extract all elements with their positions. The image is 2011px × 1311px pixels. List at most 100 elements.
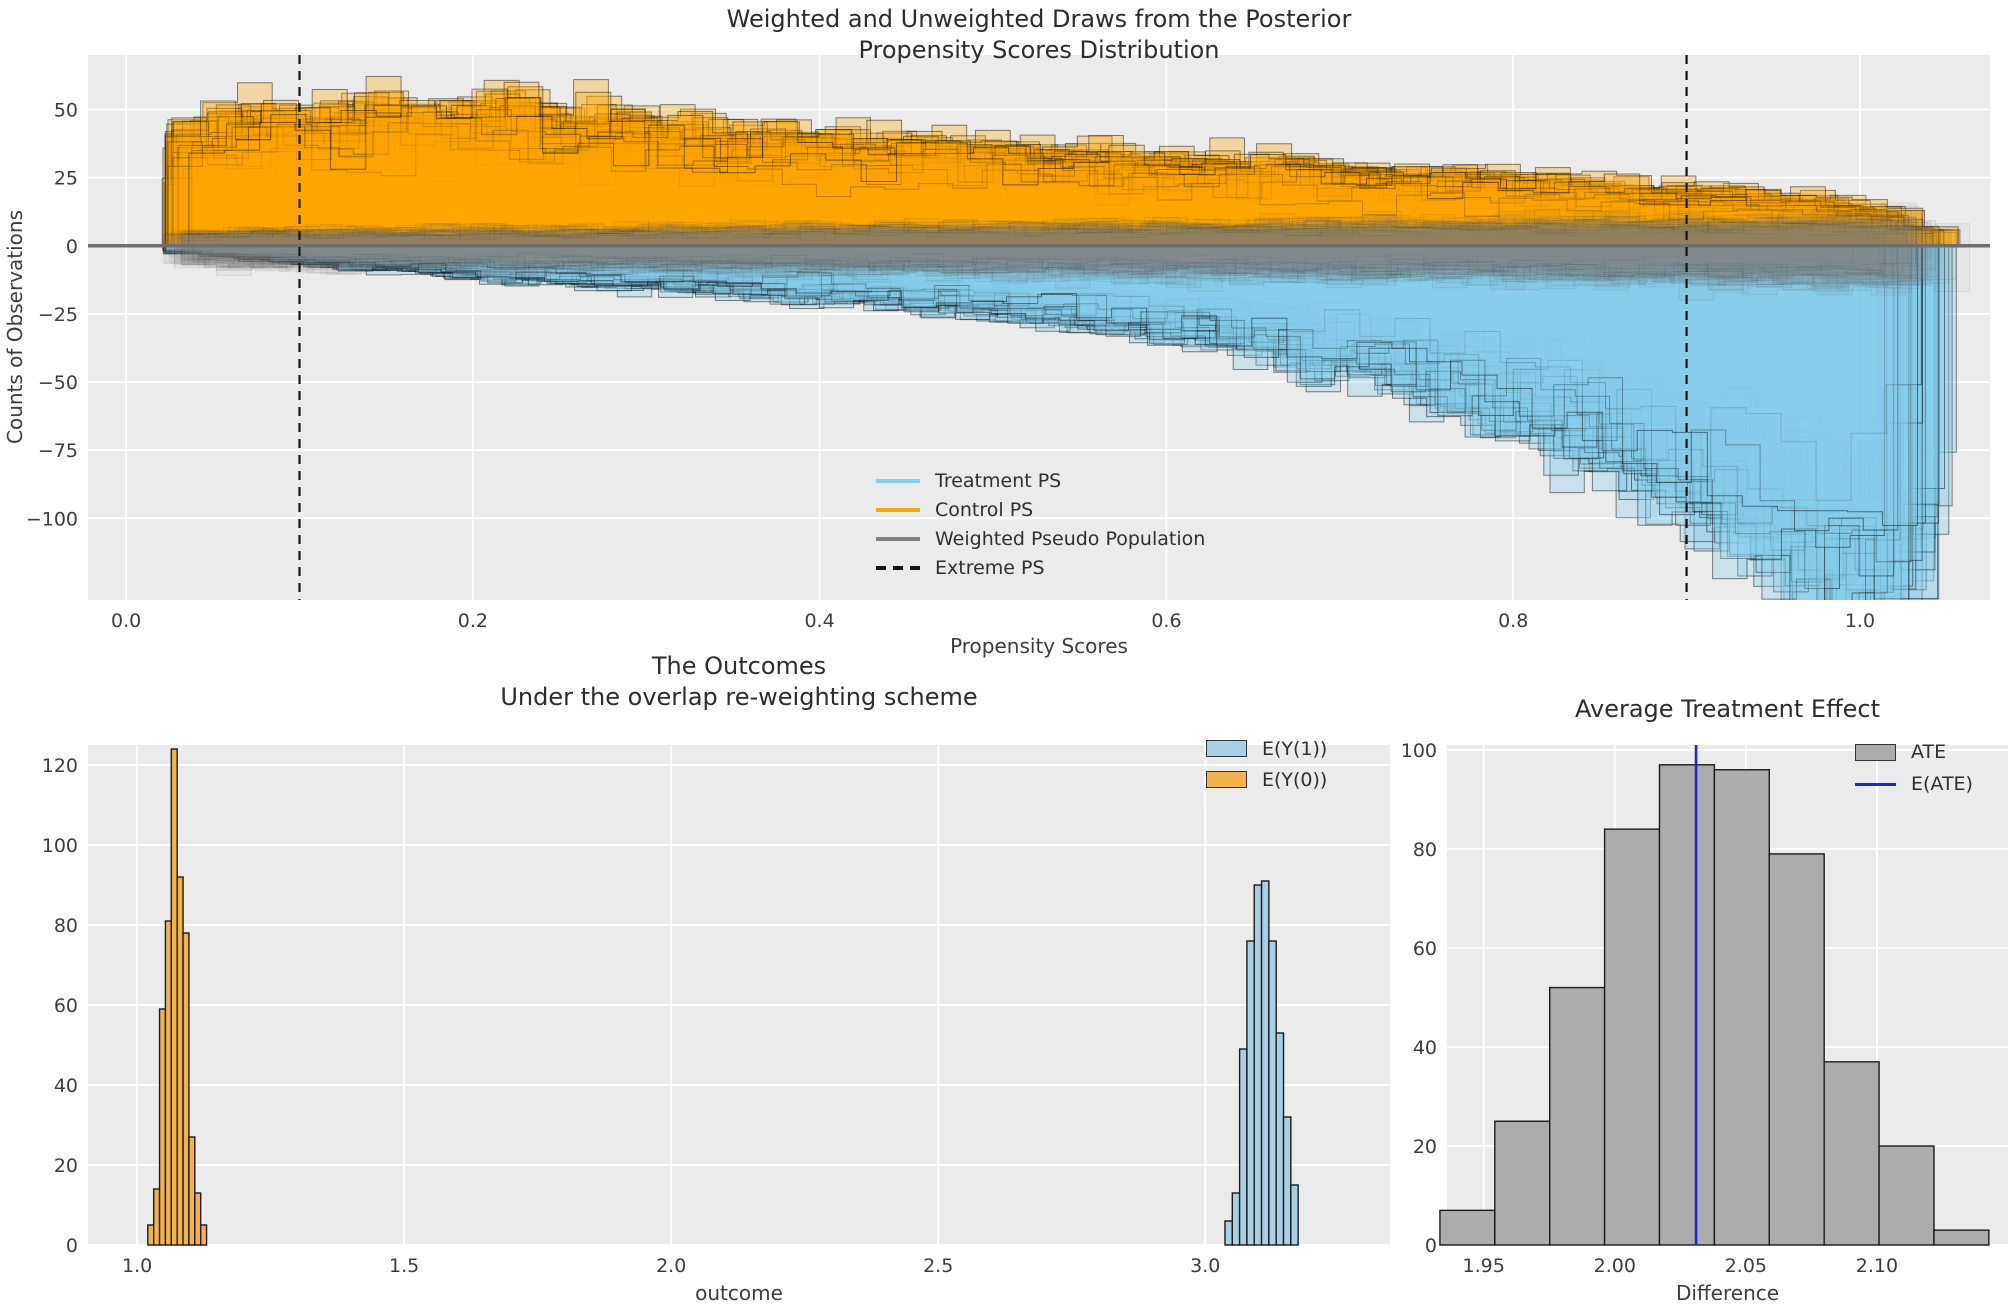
draw-path xyxy=(187,217,1937,247)
draw-path xyxy=(177,245,1894,600)
ey0-patch-swatch xyxy=(1206,771,1247,788)
legend-item-ate: ATE xyxy=(1855,736,1973,768)
y-tick-label: 80 xyxy=(54,915,78,937)
panel-bg xyxy=(88,745,1390,1245)
draw-path xyxy=(193,215,1931,247)
draw-path xyxy=(192,245,1970,292)
tick-labels: 1.95 2.00 2.05 2.10 0 20 40 60 80 100 xyxy=(1401,740,1898,1277)
histogram-bar xyxy=(170,748,178,1246)
histogram-bar xyxy=(176,876,184,1246)
x-tick-label: 2.0 xyxy=(656,1255,686,1277)
extreme-ps-dashed-swatch xyxy=(876,565,920,570)
draw-path xyxy=(165,245,1922,501)
legend-label: Control PS xyxy=(935,498,1034,521)
x-tick-label: 1.5 xyxy=(389,1255,419,1277)
histogram-bar xyxy=(1933,1229,1990,1246)
x-tick-label: 0.2 xyxy=(458,610,488,632)
draw-path xyxy=(182,245,1888,527)
histogram-bar xyxy=(1603,828,1661,1246)
y-tick-label: 40 xyxy=(54,1075,78,1097)
y-tick-label: 80 xyxy=(1413,839,1437,861)
draw-path xyxy=(169,245,1880,290)
draw-path xyxy=(165,245,1918,526)
treatment-ps-line-swatch xyxy=(876,478,920,483)
draw-path xyxy=(178,114,1927,247)
draw-path xyxy=(170,205,1919,247)
histogram-bar xyxy=(1268,940,1277,1246)
draw-path xyxy=(165,245,1885,580)
draw-path xyxy=(167,245,1887,534)
legend-item-treatment-ps: Treatment PS xyxy=(876,466,1205,495)
histogram-bar xyxy=(1439,1209,1496,1246)
draw-path xyxy=(187,245,1917,289)
y-tick-label: 60 xyxy=(54,995,78,1017)
draw-path xyxy=(180,211,1903,247)
draw-path xyxy=(183,245,1927,284)
draw-path xyxy=(168,214,1916,247)
draw-path xyxy=(177,245,1909,282)
draw-path xyxy=(181,202,1917,247)
legend-label: ATE xyxy=(1911,741,1947,763)
histogram-bar xyxy=(194,1192,202,1246)
histogram-bar xyxy=(199,1224,208,1246)
posterior-title-line2: Propensity Scores Distribution xyxy=(858,36,1220,64)
x-tick-label: 1.0 xyxy=(122,1255,152,1277)
histogram-bar xyxy=(1494,1120,1551,1246)
draw-path xyxy=(180,209,1905,247)
legend-label: Treatment PS xyxy=(935,469,1062,492)
posterior-propensity-panel: 0.0 0.2 0.4 0.6 0.8 1.0 50 25 0 −25 −50 −75 −100 xyxy=(26,55,1990,632)
y-tick-label: 50 xyxy=(54,100,78,122)
histogram-bar xyxy=(158,1008,167,1246)
x-tick-label: 2.5 xyxy=(923,1255,953,1277)
draw-path xyxy=(181,245,1957,284)
histogram-bar xyxy=(1282,1116,1292,1246)
draw-path xyxy=(164,214,1892,247)
draw-path xyxy=(184,245,1907,296)
histogram-bar xyxy=(164,920,173,1246)
y-tick-label: −100 xyxy=(26,508,78,530)
posterior-ylabel: Counts of Observations xyxy=(3,209,27,445)
y-tick-label: 25 xyxy=(54,168,78,190)
draw-path xyxy=(188,88,1959,247)
draw-path xyxy=(174,213,1924,247)
legend-item-control-ps: Control PS xyxy=(876,495,1205,524)
x-tick-label: 0.6 xyxy=(1151,610,1181,632)
draw-path xyxy=(174,245,1924,289)
draw-path xyxy=(188,245,1893,540)
draw-path xyxy=(176,220,1940,247)
ate-patch-swatch xyxy=(1855,743,1896,761)
outcomes-panel: 1.0 1.5 2.0 2.5 3.0 0 20 40 60 80 100 120 xyxy=(42,745,1390,1277)
legend-label: Extreme PS xyxy=(935,556,1045,579)
tick-labels: 1.0 1.5 2.0 2.5 3.0 0 20 40 60 80 100 120 xyxy=(42,755,1221,1277)
draw-path xyxy=(189,245,1939,546)
histogram-bar xyxy=(1238,1048,1248,1246)
draw-path xyxy=(181,245,1917,296)
draw-path xyxy=(162,245,1918,277)
ate-legend: ATE E(ATE) xyxy=(1855,736,1973,800)
draw-path xyxy=(163,245,1854,286)
draw-path xyxy=(167,104,1885,247)
x-tick-label: 0.8 xyxy=(1498,610,1528,632)
draw-path xyxy=(171,89,1922,247)
draw-path xyxy=(188,207,1922,247)
x-tick-label: 3.0 xyxy=(1190,1255,1220,1277)
draw-path xyxy=(162,221,1918,247)
histogram-bar xyxy=(147,1224,155,1246)
draw-path xyxy=(164,245,1892,287)
control-ps-draws xyxy=(161,76,1961,247)
draw-path xyxy=(188,245,1922,301)
histogram-bar xyxy=(188,1136,196,1246)
draw-path xyxy=(184,245,1932,286)
outcomes-bars-ey1 xyxy=(1224,880,1299,1246)
draw-path xyxy=(193,245,1931,288)
histogram-bar xyxy=(1878,1145,1935,1246)
histogram-bar xyxy=(1260,880,1270,1246)
legend-item-extreme-ps: Extreme PS xyxy=(876,553,1205,582)
histogram-bar xyxy=(1275,1032,1285,1246)
y-tick-label: 60 xyxy=(1413,938,1437,960)
draw-path xyxy=(191,245,1940,523)
histogram-bar xyxy=(1253,884,1263,1246)
draw-path xyxy=(181,245,1917,287)
outcomes-title-line2: Under the overlap re-weighting scheme xyxy=(500,683,978,711)
